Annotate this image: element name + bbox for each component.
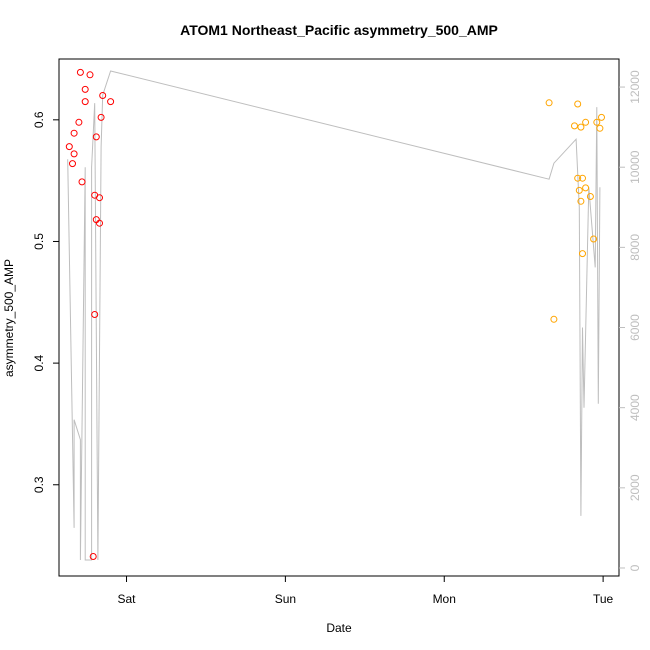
data-point [92, 133, 100, 141]
data-point [577, 197, 585, 205]
x-tick-label: Sun [275, 592, 296, 606]
data-point [96, 219, 103, 227]
axes-layer: Sat Sun Mon Tue 0.3 0.4 0.5 0.6 0 2000 4000 6000 800… [32, 70, 642, 606]
data-point [579, 174, 586, 182]
data-point [81, 85, 89, 93]
data-point [65, 143, 73, 151]
secondary-line-layer [67, 70, 601, 561]
data-point [99, 92, 107, 99]
data-point [545, 99, 553, 107]
y2-tick-label: 2000 [628, 474, 642, 501]
data-point [575, 186, 583, 194]
data-point [582, 118, 590, 126]
y2-tick-label: 4000 [628, 394, 642, 421]
y2-tick-label: 10000 [628, 150, 642, 184]
y-tick-label: 0.4 [32, 354, 46, 371]
data-point [550, 315, 558, 323]
x-axis-label: Date [326, 621, 352, 635]
y-tick-label: 0.3 [32, 476, 46, 493]
y2-tick-label: 8000 [628, 234, 642, 261]
y-tick-label: 0.6 [32, 111, 46, 128]
data-point [75, 118, 83, 126]
secondary-series-line [67, 70, 601, 561]
data-point [70, 150, 78, 158]
data-point [598, 113, 605, 121]
data-point [596, 124, 604, 132]
data-point [70, 129, 78, 137]
data-point [89, 553, 97, 560]
data-point [574, 174, 582, 182]
x-tick-label: Tue [593, 592, 614, 606]
data-point [574, 100, 582, 108]
data-point [76, 68, 84, 76]
data-point [577, 123, 585, 131]
data-point [582, 184, 590, 192]
data-point [571, 122, 578, 130]
data-point [69, 160, 76, 168]
x-tick-label: Sat [118, 592, 137, 606]
data-point [81, 98, 89, 106]
data-point [86, 71, 94, 79]
x-tick-label: Mon [433, 592, 456, 606]
data-point [579, 250, 586, 258]
chart-title: ATOM1 Northeast_Pacific asymmetry_500_AM… [180, 22, 498, 38]
plot-frame [58, 58, 620, 577]
data-point [586, 193, 594, 200]
data-point [96, 194, 103, 202]
data-point [590, 235, 598, 243]
data-point [78, 178, 86, 186]
data-point [97, 113, 105, 121]
data-point [91, 311, 99, 318]
points-layer [65, 68, 605, 560]
y-tick-label: 0.5 [32, 233, 46, 250]
y2-tick-label: 6000 [628, 314, 642, 341]
y2-tick-label: 0 [628, 564, 642, 571]
y-axis-label: asymmetry_500_AMP [2, 259, 16, 377]
y2-tick-label: 12000 [628, 70, 642, 104]
data-point [107, 98, 115, 106]
data-point [593, 118, 601, 126]
